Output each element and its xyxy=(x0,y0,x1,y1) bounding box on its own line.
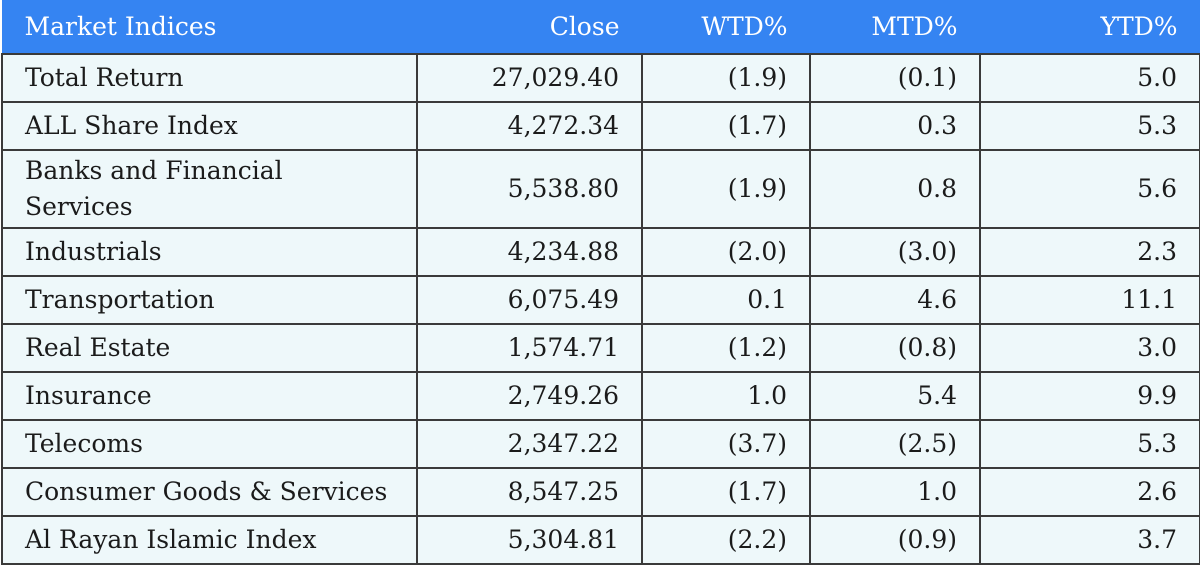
value-cell: (2.0) xyxy=(641,227,811,277)
index-name: Insurance xyxy=(1,371,418,421)
index-name: ALL Share Index xyxy=(1,101,418,151)
value-cell: 4,272.34 xyxy=(416,101,643,151)
table-row: ALL Share Index 4,272.34 (1.7) 0.3 5.3 xyxy=(1,101,1200,151)
value-cell: (1.9) xyxy=(641,53,811,103)
value-cell: 3.0 xyxy=(979,323,1200,373)
value-cell: 9.9 xyxy=(979,371,1200,421)
value-cell: 1,574.71 xyxy=(416,323,643,373)
value-cell: (0.9) xyxy=(809,515,981,565)
value-cell: 27,029.40 xyxy=(416,53,643,103)
value-cell: 0.1 xyxy=(641,275,811,325)
value-cell: 1.0 xyxy=(641,371,811,421)
value-cell: 5.6 xyxy=(979,149,1200,229)
value-cell: 2.3 xyxy=(979,227,1200,277)
value-cell: 6,075.49 xyxy=(416,275,643,325)
table-row: Consumer Goods & Services 8,547.25 (1.7) 1.… xyxy=(1,467,1200,517)
header-cell: WTD% xyxy=(641,0,811,55)
index-name: Consumer Goods & Services xyxy=(1,467,418,517)
index-name: Industrials xyxy=(1,227,418,277)
value-cell: 3.7 xyxy=(979,515,1200,565)
value-cell: 5.3 xyxy=(979,419,1200,469)
value-cell: 5.4 xyxy=(809,371,981,421)
value-cell: (0.1) xyxy=(809,53,981,103)
value-cell: 2,347.22 xyxy=(416,419,643,469)
table-row: Industrials 4,234.88 (2.0) (3.0) 2.3 xyxy=(1,227,1200,277)
index-name: Banks and Financial Services xyxy=(1,149,418,229)
table-row: Banks and Financial Services 5,538.80 (1.9… xyxy=(1,149,1200,229)
value-cell: 5,304.81 xyxy=(416,515,643,565)
value-cell: (0.8) xyxy=(809,323,981,373)
value-cell: 8,547.25 xyxy=(416,467,643,517)
table-row: Insurance 2,749.26 1.0 5.4 9.9 xyxy=(1,371,1200,421)
value-cell: 11.1 xyxy=(979,275,1200,325)
value-cell: 2,749.26 xyxy=(416,371,643,421)
value-cell: 5,538.80 xyxy=(416,149,643,229)
index-name: Real Estate xyxy=(1,323,418,373)
value-cell: 0.8 xyxy=(809,149,981,229)
value-cell: (1.9) xyxy=(641,149,811,229)
header-cell: Close xyxy=(416,0,643,55)
value-cell: (1.7) xyxy=(641,467,811,517)
index-name: Total Return xyxy=(1,53,418,103)
value-cell: (3.0) xyxy=(809,227,981,277)
value-cell: 1.0 xyxy=(809,467,981,517)
value-cell: (1.7) xyxy=(641,101,811,151)
index-name: Transportation xyxy=(1,275,418,325)
table-row: Real Estate 1,574.71 (1.2) (0.8) 3.0 xyxy=(1,323,1200,373)
value-cell: 4,234.88 xyxy=(416,227,643,277)
index-name: Al Rayan Islamic Index xyxy=(1,515,418,565)
table-row: Total Return 27,029.40 (1.9) (0.1) 5.0 xyxy=(1,53,1200,103)
header-cell: YTD% xyxy=(979,0,1200,55)
value-cell: 4.6 xyxy=(809,275,981,325)
header-cell: MTD% xyxy=(809,0,981,55)
table-row: Al Rayan Islamic Index 5,304.81 (2.2) (0.9)… xyxy=(1,515,1200,565)
value-cell: (2.5) xyxy=(809,419,981,469)
header-row: Market Indices Close WTD% MTD% YTD% xyxy=(1,0,1200,55)
value-cell: (1.2) xyxy=(641,323,811,373)
value-cell: 5.0 xyxy=(979,53,1200,103)
value-cell: (2.2) xyxy=(641,515,811,565)
table-row: Telecoms 2,347.22 (3.7) (2.5) 5.3 xyxy=(1,419,1200,469)
value-cell: (3.7) xyxy=(641,419,811,469)
value-cell: 0.3 xyxy=(809,101,981,151)
index-name: Telecoms xyxy=(1,419,418,469)
value-cell: 5.3 xyxy=(979,101,1200,151)
value-cell: 2.6 xyxy=(979,467,1200,517)
table-row: Transportation 6,075.49 0.1 4.6 11.1 xyxy=(1,275,1200,325)
header-cell: Market Indices xyxy=(1,0,418,55)
table-body: Total Return 27,029.40 (1.9) (0.1) 5.0 ALL Sh… xyxy=(1,53,1200,565)
